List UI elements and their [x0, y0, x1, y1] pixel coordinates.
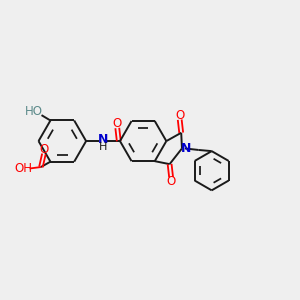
Text: H: H — [99, 142, 107, 152]
Text: O: O — [175, 109, 184, 122]
Text: N: N — [181, 142, 191, 155]
Text: O: O — [40, 143, 49, 156]
Text: N: N — [98, 134, 108, 146]
Text: O: O — [113, 117, 122, 130]
Text: HO: HO — [25, 105, 43, 118]
Text: O: O — [167, 175, 176, 188]
Text: OH: OH — [14, 162, 32, 175]
